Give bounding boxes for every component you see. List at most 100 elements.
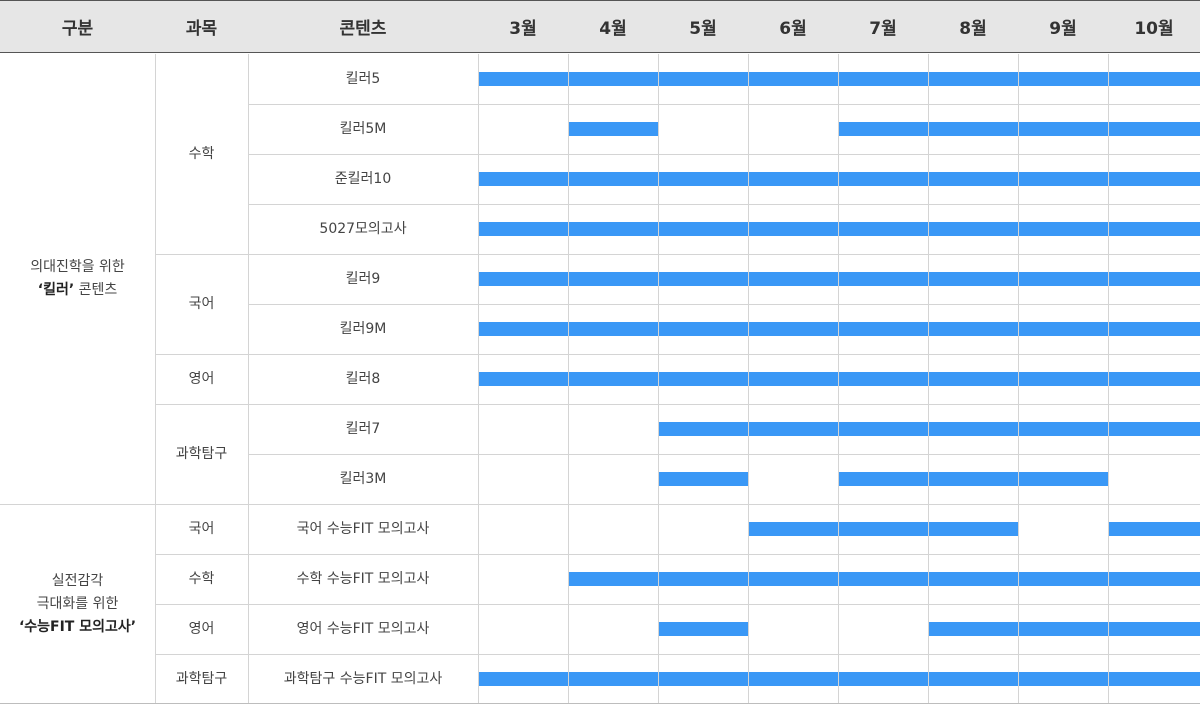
schedule-bar <box>659 672 748 686</box>
schedule-bar <box>929 222 1018 236</box>
schedule-bar <box>1019 272 1108 286</box>
schedule-bar <box>1019 122 1108 136</box>
month-divider <box>658 54 659 704</box>
schedule-bar <box>1109 272 1200 286</box>
schedule-bar <box>1109 172 1200 186</box>
schedule-bar <box>929 422 1018 436</box>
schedule-bar <box>839 72 928 86</box>
schedule-bar <box>929 522 1018 536</box>
schedule-bar <box>479 172 568 186</box>
month-header: 10월 <box>1134 19 1174 39</box>
schedule-bar <box>659 222 748 236</box>
subject-divider <box>155 504 248 505</box>
schedule-bar <box>839 172 928 186</box>
schedule-bar <box>839 572 928 586</box>
content-cell: 킬러8 <box>345 370 381 387</box>
schedule-bar <box>749 522 838 536</box>
row-divider <box>248 304 1200 305</box>
month-divider <box>928 54 929 704</box>
schedule-bar <box>839 372 928 386</box>
column-divider <box>155 54 156 704</box>
month-divider <box>1108 54 1109 704</box>
schedule-bar <box>569 572 658 586</box>
subject-divider <box>155 404 248 405</box>
schedule-bar <box>839 422 928 436</box>
schedule-bar <box>659 572 748 586</box>
group-killer-content: 의대진학을 위한 ‘킬러’ 콘텐츠 <box>0 54 155 504</box>
subject-divider <box>155 654 248 655</box>
schedule-bar <box>479 672 568 686</box>
group-2-line2: 극대화를 위한 <box>36 595 119 612</box>
schedule-bar <box>479 372 568 386</box>
schedule-bar <box>659 372 748 386</box>
schedule-bar <box>929 622 1018 636</box>
month-header: 4월 <box>599 19 627 39</box>
schedule-bar <box>569 122 658 136</box>
schedule-bar <box>839 222 928 236</box>
schedule-bar <box>749 572 838 586</box>
content-cell: 5027모의고사 <box>319 220 407 237</box>
month-header: 7월 <box>869 19 897 39</box>
schedule-bar <box>1019 72 1108 86</box>
schedule-bar <box>929 572 1018 586</box>
subject-korean-fit: 국어 <box>188 520 215 537</box>
group-divider <box>0 504 155 505</box>
schedule-bar <box>1019 572 1108 586</box>
subject-divider <box>155 554 248 555</box>
schedule-bar <box>569 72 658 86</box>
schedule-bar <box>659 622 748 636</box>
month-header: 5월 <box>689 19 717 39</box>
schedule-bar <box>749 222 838 236</box>
subject-divider <box>155 354 248 355</box>
schedule-bar <box>929 672 1018 686</box>
content-cell: 국어 수능FIT 모의고사 <box>296 520 430 537</box>
content-cell: 수학 수능FIT 모의고사 <box>296 570 430 587</box>
schedule-bar <box>479 272 568 286</box>
subject-korean: 국어 <box>188 295 215 312</box>
schedule-bar <box>659 272 748 286</box>
month-header: 9월 <box>1049 19 1077 39</box>
header-category: 구분 <box>61 19 94 39</box>
content-cell: 과학탐구 수능FIT 모의고사 <box>283 670 443 687</box>
schedule-bar <box>929 172 1018 186</box>
table-header <box>0 0 1200 53</box>
schedule-bar <box>929 322 1018 336</box>
schedule-bar <box>1019 172 1108 186</box>
subject-science-fit: 과학탐구 <box>175 670 228 687</box>
schedule-bar <box>749 422 838 436</box>
content-cell: 영어 수능FIT 모의고사 <box>296 620 430 637</box>
group-1-bold: ‘킬러’ <box>37 282 75 298</box>
row-divider <box>248 254 1200 255</box>
schedule-bar <box>1109 422 1200 436</box>
subject-science: 과학탐구 <box>175 445 228 462</box>
schedule-bar <box>839 672 928 686</box>
row-divider <box>248 154 1200 155</box>
schedule-bar <box>1109 222 1200 236</box>
schedule-bar <box>839 472 928 486</box>
schedule-bar <box>749 372 838 386</box>
schedule-bar <box>569 672 658 686</box>
row-divider <box>248 604 1200 605</box>
content-cell: 킬러9M <box>339 320 387 337</box>
schedule-bar <box>839 322 928 336</box>
column-divider <box>248 54 249 704</box>
schedule-bar <box>1019 672 1108 686</box>
header-subject: 과목 <box>185 19 218 39</box>
schedule-bar <box>1109 372 1200 386</box>
schedule-bar <box>479 322 568 336</box>
group-1-line1: 의대진학을 위한 <box>30 259 125 275</box>
schedule-bar <box>1109 672 1200 686</box>
schedule-bar <box>1109 122 1200 136</box>
content-cell: 킬러7 <box>345 420 381 437</box>
group-1-rest: 콘텐츠 <box>74 282 118 298</box>
schedule-bar <box>569 272 658 286</box>
schedule-bar <box>1019 422 1108 436</box>
content-cell: 킬러5 <box>345 70 381 87</box>
schedule-bar <box>929 72 1018 86</box>
content-cell: 킬러5M <box>339 120 387 137</box>
header-content: 콘텐츠 <box>339 19 387 39</box>
schedule-bar <box>569 222 658 236</box>
schedule-bar <box>929 272 1018 286</box>
schedule-bar <box>1109 72 1200 86</box>
